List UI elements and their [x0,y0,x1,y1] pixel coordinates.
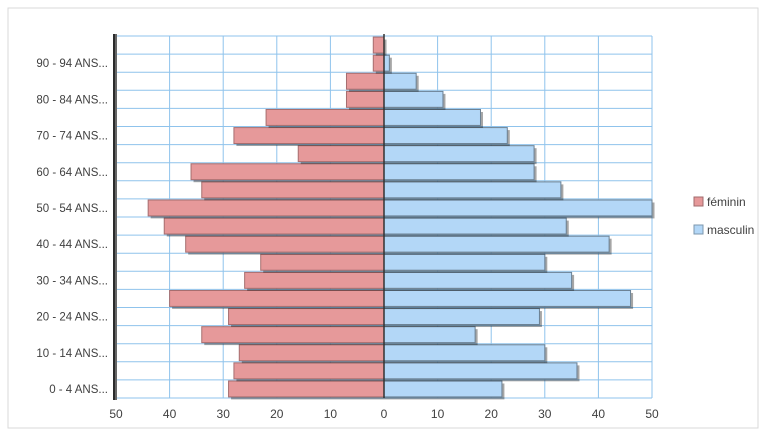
x-tick-label: 0 [381,407,388,421]
x-tick-label: 50 [645,407,659,421]
bar-feminin [201,326,385,344]
bar-feminin [233,362,385,380]
bar-masculin [383,380,503,398]
bar-masculin [383,271,573,289]
bar-feminin [190,163,385,181]
y-tick-label: 10 - 14 ANS... [36,348,108,360]
bar-feminin [260,253,385,271]
bar-feminin [185,235,385,253]
bar-masculin [383,344,546,362]
bar-masculin [383,289,632,307]
y-tick-label: 60 - 64 ANS... [36,167,108,179]
bar-masculin [383,145,535,163]
bar-feminin [238,344,385,362]
y-tick-label: 40 - 44 ANS... [36,239,108,251]
bar-masculin [383,108,481,126]
bar-masculin [383,54,390,72]
bar-feminin [201,181,385,199]
legend-swatch-feminin [693,196,704,207]
x-tick-label: 20 [485,407,499,421]
bar-feminin [297,145,385,163]
bar-feminin [163,217,385,235]
legend-label-masculin: masculin [707,223,754,237]
bar-masculin [383,362,578,380]
x-tick-label: 40 [592,407,606,421]
bar-feminin [233,127,385,145]
bar-feminin [265,108,385,126]
x-tick-label: 30 [538,407,552,421]
bar-feminin [147,199,385,217]
bar-masculin [383,72,417,90]
x-tick-label: 10 [431,407,445,421]
y-tick-label: 50 - 54 ANS... [36,203,108,215]
bar-feminin [345,90,385,108]
x-tick-label: 30 [217,407,231,421]
bar-masculin [383,163,535,181]
x-tick-label: 50 [109,407,123,421]
bar-masculin [383,217,567,235]
bar-masculin [383,199,653,217]
y-tick-label: 20 - 24 ANS... [36,312,108,324]
y-tick-label: 80 - 84 ANS... [36,94,108,106]
bar-masculin [383,181,562,199]
bar-masculin [383,127,508,145]
bar-masculin [383,326,476,344]
y-tick-label: 70 - 74 ANS... [36,131,108,143]
bar-feminin [228,308,385,326]
legend-label-feminin: féminin [707,195,746,209]
bar-masculin [383,90,444,108]
y-tick-label: 0 - 4 ANS... [49,384,108,396]
bar-feminin [372,36,385,54]
y-tick-label: 30 - 34 ANS... [36,275,108,287]
bar-feminin [345,72,385,90]
bar-feminin [169,289,385,307]
bar-masculin [383,253,546,271]
bar-feminin [228,380,385,398]
x-tick-label: 20 [270,407,284,421]
bar-feminin [244,271,385,289]
x-tick-label: 40 [163,407,177,421]
bar-feminin [372,54,385,72]
bar-masculin [383,235,610,253]
legend-swatch-masculin [693,224,704,235]
x-tick-label: 10 [324,407,338,421]
bar-masculin [383,308,540,326]
y-tick-label: 90 - 94 ANS... [36,58,108,70]
